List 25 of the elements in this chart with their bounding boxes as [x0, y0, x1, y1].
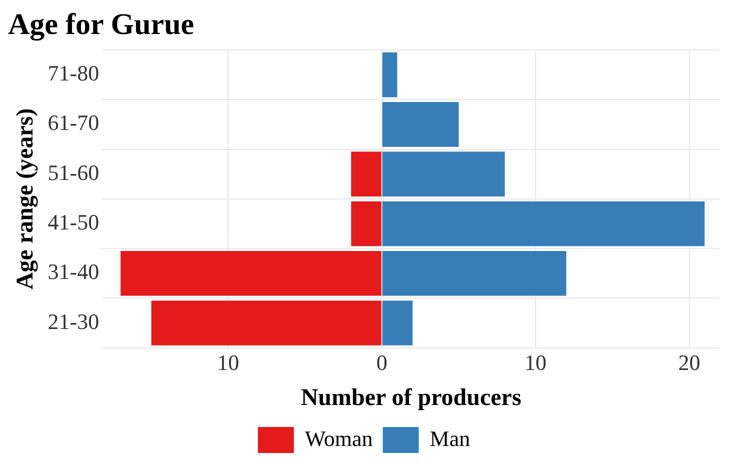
bar: [151, 300, 382, 346]
x-tick-label: 10: [217, 350, 240, 375]
chart-title: Age for Gurue: [8, 8, 194, 41]
bar: [351, 152, 382, 196]
bar: [382, 102, 459, 147]
bar: [351, 201, 382, 246]
x-tick-label: 0: [376, 350, 388, 375]
y-tick-label: 61-70: [48, 110, 100, 136]
y-axis-title: Age range (years): [12, 108, 39, 290]
bar: [120, 250, 382, 296]
y-tick-label: 31-40: [48, 259, 100, 284]
y-tick-label: 71-80: [48, 60, 100, 86]
bar: [382, 300, 413, 346]
y-tick-label: 51-60: [48, 160, 100, 185]
x-axis-title: Number of producers: [300, 384, 522, 411]
bar: [382, 250, 566, 296]
legend-label: Man: [430, 426, 470, 451]
bar: [382, 52, 398, 98]
y-tick-label: 41-50: [48, 210, 100, 234]
bar: [382, 152, 505, 196]
legend-label: Woman: [304, 426, 373, 451]
x-tick-label: 20: [678, 350, 700, 375]
x-tick-label: 10: [524, 350, 547, 375]
bar: [382, 201, 705, 246]
y-tick-label: 21-30: [48, 308, 100, 334]
